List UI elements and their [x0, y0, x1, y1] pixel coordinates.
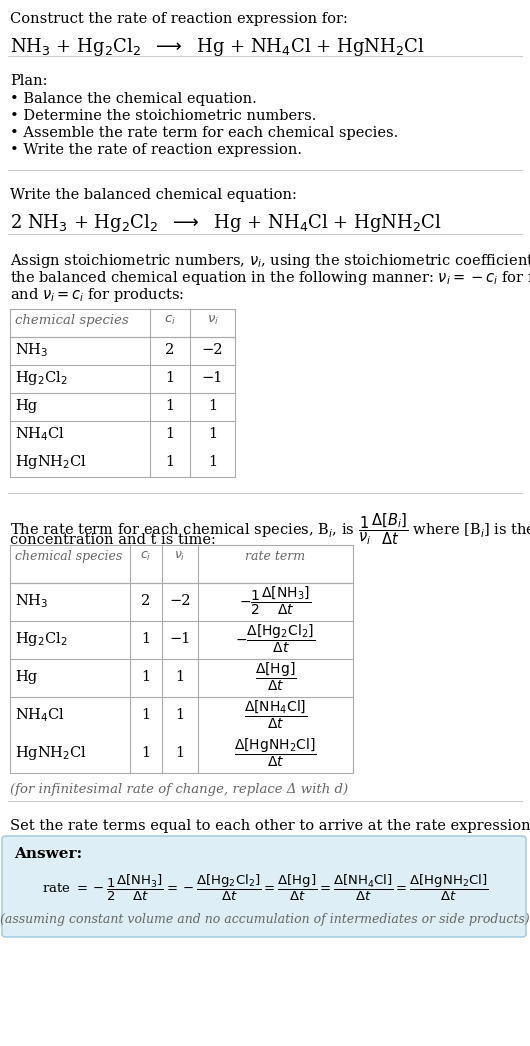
Text: −2: −2 [202, 343, 223, 357]
Text: Set the rate terms equal to each other to arrive at the rate expression:: Set the rate terms equal to each other t… [10, 819, 530, 833]
Text: the balanced chemical equation in the following manner: $\nu_i = -c_i$ for react: the balanced chemical equation in the fo… [10, 269, 530, 287]
Text: Construct the rate of reaction expression for:: Construct the rate of reaction expressio… [10, 12, 348, 26]
Text: 2: 2 [165, 343, 174, 357]
Text: concentration and t is time:: concentration and t is time: [10, 533, 216, 547]
Text: 1: 1 [165, 455, 174, 469]
Text: • Write the rate of reaction expression.: • Write the rate of reaction expression. [10, 143, 302, 157]
Text: $\dfrac{\Delta[\mathrm{Hg}]}{\Delta t}$: $\dfrac{\Delta[\mathrm{Hg}]}{\Delta t}$ [255, 661, 296, 693]
Bar [10, 309, 235, 477]
Text: NH$_3$: NH$_3$ [15, 341, 48, 359]
Text: Plan:: Plan: [10, 74, 48, 88]
Text: • Assemble the rate term for each chemical species.: • Assemble the rate term for each chemic… [10, 126, 398, 140]
Text: Write the balanced chemical equation:: Write the balanced chemical equation: [10, 188, 297, 202]
Text: $-\dfrac{1}{2}\dfrac{\Delta[\mathrm{NH_3}]}{\Delta t}$: $-\dfrac{1}{2}\dfrac{\Delta[\mathrm{NH_3… [240, 585, 312, 617]
Text: −1: −1 [202, 371, 223, 385]
Text: Hg$_2$Cl$_2$: Hg$_2$Cl$_2$ [15, 630, 68, 649]
Text: (assuming constant volume and no accumulation of intermediates or side products): (assuming constant volume and no accumul… [0, 913, 530, 926]
Text: 1: 1 [142, 670, 151, 684]
Text: $\dfrac{\Delta[\mathrm{NH_4Cl}]}{\Delta t}$: $\dfrac{\Delta[\mathrm{NH_4Cl}]}{\Delta … [244, 699, 307, 731]
Text: $-\dfrac{\Delta[\mathrm{Hg_2Cl_2}]}{\Delta t}$: $-\dfrac{\Delta[\mathrm{Hg_2Cl_2}]}{\Del… [235, 622, 315, 655]
Text: $\nu_i$: $\nu_i$ [174, 550, 186, 563]
Bar [10, 545, 353, 773]
Text: NH$_3$ + Hg$_2$Cl$_2$  $\longrightarrow$  Hg + NH$_4$Cl + HgNH$_2$Cl: NH$_3$ + Hg$_2$Cl$_2$ $\longrightarrow$ … [10, 36, 425, 58]
Text: and $\nu_i = c_i$ for products:: and $\nu_i = c_i$ for products: [10, 286, 184, 304]
Text: Hg: Hg [15, 399, 37, 413]
Text: 1: 1 [208, 455, 217, 469]
Text: rate term: rate term [245, 550, 306, 563]
Text: (for infinitesimal rate of change, replace Δ with d): (for infinitesimal rate of change, repla… [10, 783, 348, 796]
Text: 1: 1 [165, 399, 174, 413]
Text: Hg: Hg [15, 670, 37, 684]
Text: $c_i$: $c_i$ [140, 550, 152, 563]
Text: −1: −1 [169, 632, 191, 646]
Text: NH$_3$: NH$_3$ [15, 592, 48, 610]
Text: Hg$_2$Cl$_2$: Hg$_2$Cl$_2$ [15, 369, 68, 387]
Text: • Determine the stoichiometric numbers.: • Determine the stoichiometric numbers. [10, 109, 316, 123]
Text: −2: −2 [169, 594, 191, 608]
Text: NH$_4$Cl: NH$_4$Cl [15, 706, 65, 724]
Text: 1: 1 [142, 746, 151, 760]
Text: 1: 1 [165, 427, 174, 441]
Text: 1: 1 [175, 708, 184, 722]
Text: 2 NH$_3$ + Hg$_2$Cl$_2$  $\longrightarrow$  Hg + NH$_4$Cl + HgNH$_2$Cl: 2 NH$_3$ + Hg$_2$Cl$_2$ $\longrightarrow… [10, 212, 442, 234]
Text: $\nu_i$: $\nu_i$ [207, 314, 218, 327]
Text: $\dfrac{\Delta[\mathrm{HgNH_2Cl}]}{\Delta t}$: $\dfrac{\Delta[\mathrm{HgNH_2Cl}]}{\Delt… [234, 736, 317, 769]
Text: NH$_4$Cl: NH$_4$Cl [15, 425, 65, 442]
Text: 2: 2 [142, 594, 151, 608]
Text: Assign stoichiometric numbers, $\nu_i$, using the stoichiometric coefficients, $: Assign stoichiometric numbers, $\nu_i$, … [10, 252, 530, 270]
Text: 1: 1 [175, 670, 184, 684]
Text: 1: 1 [165, 371, 174, 385]
Text: chemical species: chemical species [15, 550, 122, 563]
Text: The rate term for each chemical species, B$_i$, is $\dfrac{1}{\nu_i}\dfrac{\Delt: The rate term for each chemical species,… [10, 511, 530, 547]
Text: 1: 1 [208, 399, 217, 413]
Text: 1: 1 [142, 708, 151, 722]
Text: • Balance the chemical equation.: • Balance the chemical equation. [10, 92, 257, 106]
Text: $c_i$: $c_i$ [164, 314, 176, 327]
Text: chemical species: chemical species [15, 314, 129, 327]
Text: 1: 1 [142, 632, 151, 646]
Text: Answer:: Answer: [14, 847, 82, 861]
Text: 1: 1 [175, 746, 184, 760]
Text: HgNH$_2$Cl: HgNH$_2$Cl [15, 453, 87, 471]
Text: 1: 1 [208, 427, 217, 441]
Text: rate $= -\dfrac{1}{2}\dfrac{\Delta[\mathrm{NH_3}]}{\Delta t} = -\dfrac{\Delta[\m: rate $= -\dfrac{1}{2}\dfrac{\Delta[\math… [42, 873, 488, 903]
Text: HgNH$_2$Cl: HgNH$_2$Cl [15, 744, 87, 761]
FancyBboxPatch shape [2, 836, 526, 937]
